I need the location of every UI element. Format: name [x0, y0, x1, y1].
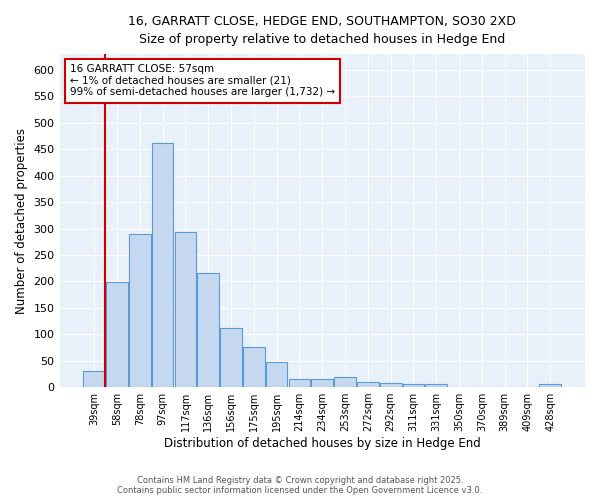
Bar	[334, 376, 356, 387]
Bar	[243, 348, 265, 387]
Y-axis label: Number of detached properties: Number of detached properties	[15, 128, 28, 314]
Bar	[197, 273, 219, 387]
Bar	[83, 371, 105, 387]
Bar	[403, 384, 424, 387]
Bar	[289, 379, 310, 387]
Text: 16 GARRATT CLOSE: 57sqm
← 1% of detached houses are smaller (21)
99% of semi-det: 16 GARRATT CLOSE: 57sqm ← 1% of detached…	[70, 64, 335, 98]
Text: Contains HM Land Registry data © Crown copyright and database right 2025.
Contai: Contains HM Land Registry data © Crown c…	[118, 476, 482, 495]
Bar	[311, 379, 333, 387]
Bar	[539, 384, 561, 387]
Bar	[357, 382, 379, 387]
Bar	[175, 232, 196, 387]
Bar	[380, 383, 401, 387]
Bar	[152, 143, 173, 387]
Bar	[129, 234, 151, 387]
Title: 16, GARRATT CLOSE, HEDGE END, SOUTHAMPTON, SO30 2XD
Size of property relative to: 16, GARRATT CLOSE, HEDGE END, SOUTHAMPTO…	[128, 15, 516, 46]
X-axis label: Distribution of detached houses by size in Hedge End: Distribution of detached houses by size …	[164, 437, 481, 450]
Bar	[266, 362, 287, 387]
Bar	[220, 328, 242, 387]
Bar	[106, 282, 128, 387]
Bar	[425, 384, 447, 387]
